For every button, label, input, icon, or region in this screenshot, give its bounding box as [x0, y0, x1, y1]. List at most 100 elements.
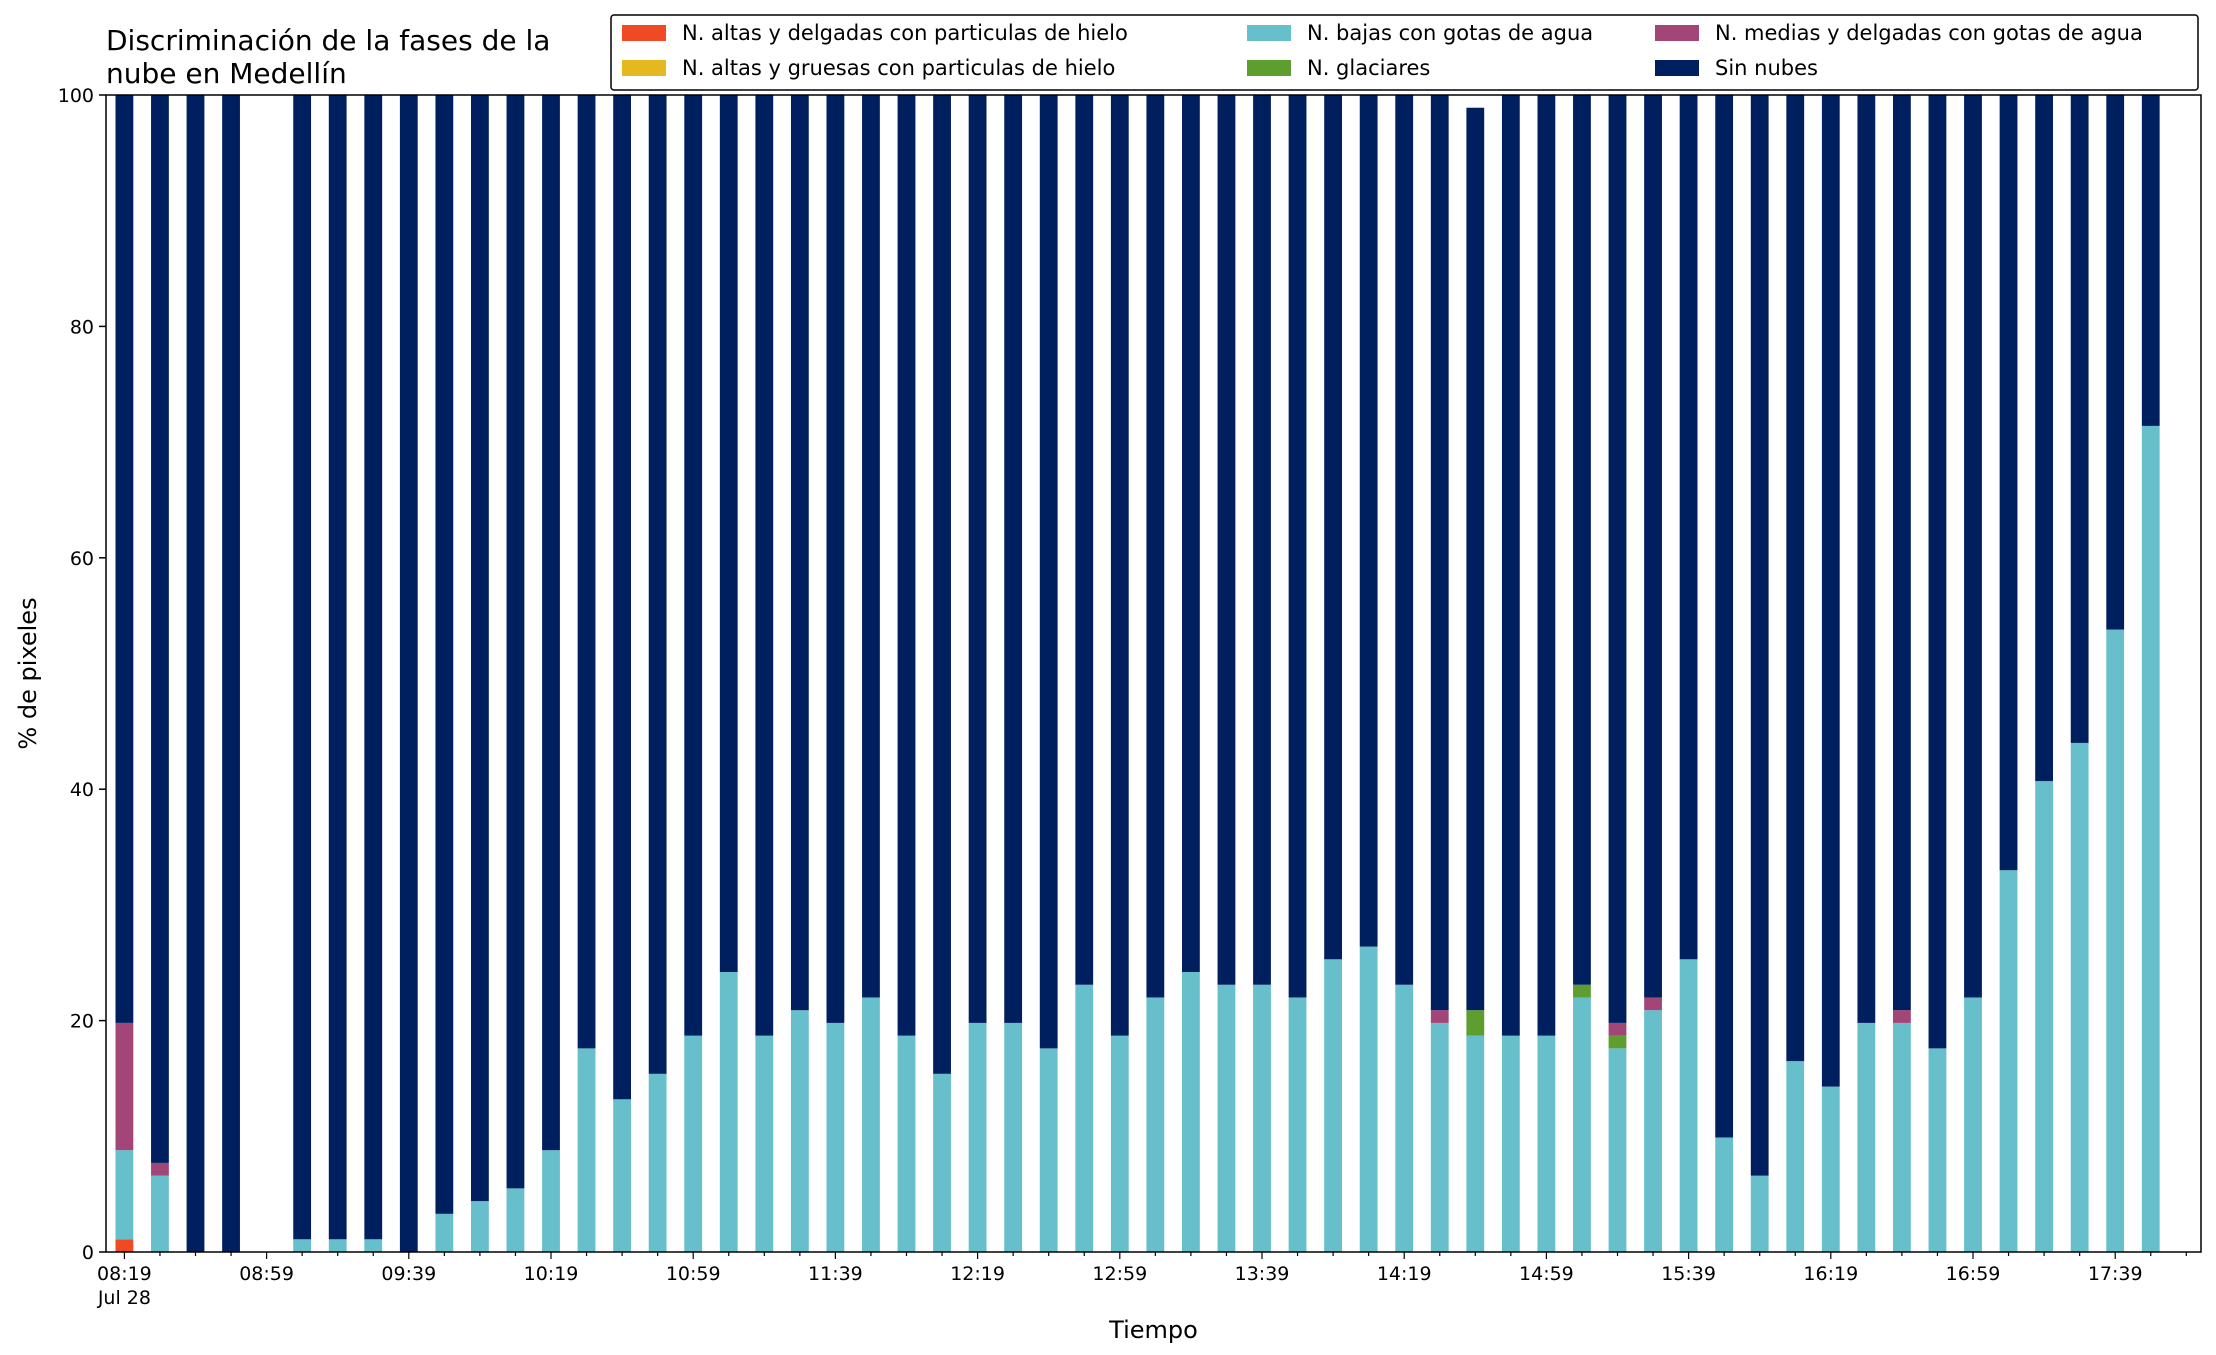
x-tick-label: 12:19: [950, 1263, 1005, 1285]
bar-segment: [328, 95, 347, 1240]
legend-label: N. bajas con gotas de agua: [1307, 21, 1593, 45]
x-axis-label: Tiempo: [1108, 1316, 1198, 1344]
bar-segment: [862, 95, 880, 998]
bar-segment: [542, 1150, 560, 1252]
bar-segment: [115, 95, 134, 1023]
bar-segment: [151, 95, 169, 1163]
bar-segment: [1217, 95, 1236, 985]
bar-segment: [1928, 1048, 1947, 1252]
bar-segment: [1430, 95, 1449, 1011]
bar-segment: [1182, 95, 1200, 973]
bar-segment: [1466, 107, 1485, 1011]
legend-box: [610, 14, 2199, 91]
y-tick-label: 20: [70, 1011, 94, 1033]
bar-segment: [1608, 1035, 1627, 1049]
legend-label: N. medias y delgadas con gotas de agua: [1715, 21, 2143, 45]
bar-segment: [826, 95, 845, 1023]
x-axis: 08:19 08:59 09:39 10:19 10:59 11:39 12:19 12:59…: [97, 1252, 2187, 1309]
legend-swatch: [1247, 60, 1291, 76]
bar-segment: [1964, 95, 1982, 998]
bar-segment: [1750, 1175, 1769, 1252]
x-tick-label: 15:39: [1661, 1263, 1716, 1285]
bar-segment: [1004, 95, 1023, 1023]
bar-segment: [328, 1239, 347, 1252]
bar-segment: [648, 1073, 667, 1252]
bar-segment: [1395, 984, 1414, 1252]
bar-segment: [577, 1048, 596, 1252]
bar-segment: [1608, 95, 1627, 1023]
bar-segment: [1893, 1022, 1911, 1252]
legend-label: N. glaciares: [1307, 56, 1430, 80]
legend-swatch: [1655, 25, 1699, 41]
bar-segment: [151, 1162, 169, 1176]
legend-label: N. altas y delgadas con particulas de hi…: [682, 21, 1128, 45]
bar-segment: [755, 95, 774, 1036]
bar-segment: [1608, 1022, 1627, 1036]
bar-segment: [1644, 997, 1662, 1011]
bar-segment: [577, 95, 596, 1049]
bar-segment: [1928, 95, 1947, 1049]
bar-segment: [293, 1239, 312, 1252]
bar-segment: [755, 1035, 774, 1252]
bar-segment: [1110, 1035, 1129, 1252]
bar-segment: [1999, 95, 2018, 871]
chart-title-line-2: nube en Medellín: [106, 57, 347, 90]
y-axis: 0 20 40 60 80 100: [58, 85, 106, 1264]
bar-segment: [1964, 997, 1982, 1252]
bar-segment: [2141, 95, 2160, 426]
bar-segment: [1750, 95, 1769, 1176]
bar-segment: [1075, 95, 1094, 985]
bar-segment: [506, 1188, 525, 1252]
bar-segment: [1039, 1048, 1058, 1252]
bar-segment: [1715, 95, 1734, 1138]
legend-swatch: [1247, 25, 1291, 41]
bar-segment: [2035, 95, 2053, 782]
bar-segment: [222, 95, 240, 1252]
x-tick-label: 16:59: [1946, 1263, 2001, 1285]
bar-segment: [364, 95, 383, 1240]
x-tick-label: 08:59: [239, 1263, 294, 1285]
plot-frame: [105, 94, 2202, 1253]
bar-segment: [790, 1010, 809, 1252]
bar-segment: [790, 95, 809, 1011]
bar-segment: [1288, 997, 1307, 1252]
bar-segment: [1004, 1022, 1023, 1252]
bar-segment: [2106, 629, 2125, 1252]
bar-segment: [1821, 1086, 1840, 1252]
bar-segment: [1146, 997, 1165, 1252]
bar-segment: [1857, 95, 1876, 1023]
bar-segment: [151, 1175, 169, 1252]
bar-segment: [435, 95, 454, 1214]
x-tick-label: 14:19: [1377, 1263, 1432, 1285]
legend-label: N. altas y gruesas con particulas de hie…: [682, 56, 1115, 80]
bar-segment: [1466, 1010, 1485, 1036]
bar-segment: [897, 95, 916, 1036]
bar-segment: [648, 95, 667, 1074]
bar-segment: [471, 95, 489, 1202]
x-tick-label: 08:19: [97, 1263, 152, 1285]
bar-segment: [933, 95, 951, 1074]
bar-segment: [471, 1201, 489, 1252]
bar-segment: [364, 1239, 383, 1252]
bar-segment: [506, 95, 525, 1189]
bar-segment: [1573, 984, 1591, 998]
legend-swatch: [622, 60, 666, 76]
bar-segment: [968, 1022, 987, 1252]
bar-segment: [2106, 95, 2125, 630]
bar-segment: [897, 1035, 916, 1252]
legend-swatch: [622, 25, 666, 41]
bar-segment: [826, 1022, 845, 1252]
bars-group: [115, 95, 2160, 1252]
bar-segment: [1466, 1035, 1485, 1252]
bar-segment: [1395, 95, 1414, 985]
bar-segment: [1501, 1035, 1520, 1252]
y-tick-label: 40: [70, 779, 94, 801]
bar-segment: [1075, 984, 1094, 1252]
bar-segment: [1253, 984, 1271, 1252]
bar-segment: [1715, 1137, 1734, 1252]
bar-segment: [1644, 95, 1662, 998]
bar-segment: [1608, 1048, 1627, 1252]
bar-segment: [115, 1239, 134, 1252]
bar-segment: [1644, 1010, 1662, 1252]
